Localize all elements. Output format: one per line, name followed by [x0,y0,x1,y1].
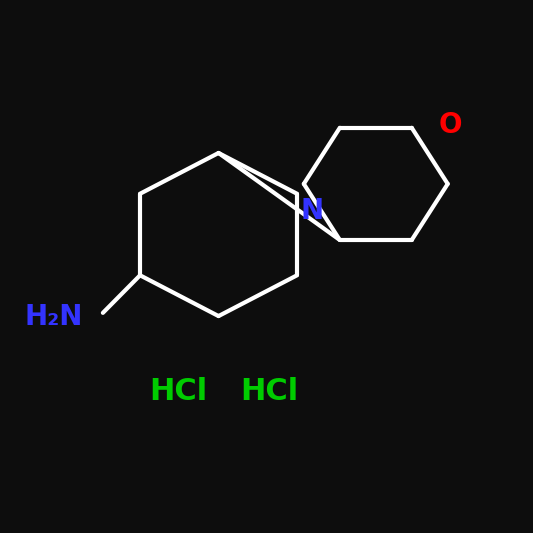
Text: HCl: HCl [149,377,208,406]
Text: O: O [439,111,462,139]
Text: H₂N: H₂N [24,303,83,331]
Text: N: N [300,197,324,224]
Text: HCl: HCl [240,377,298,406]
